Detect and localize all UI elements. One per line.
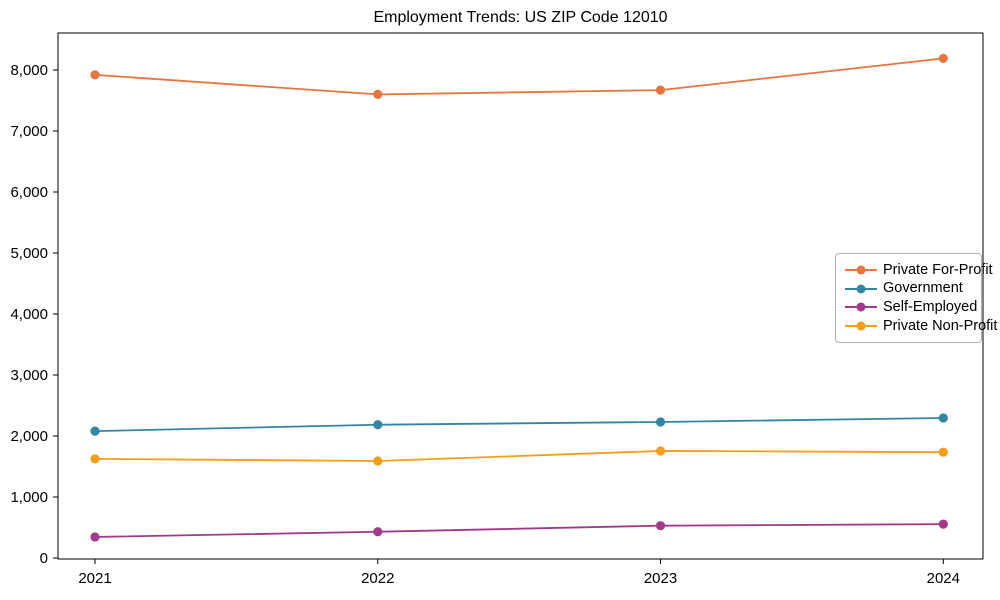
data-point-private-non-profit-2021 xyxy=(90,454,100,464)
y-tick-label: 2,000 xyxy=(10,428,48,445)
y-tick-label: 8,000 xyxy=(10,62,48,79)
data-point-private-for-profit-2021 xyxy=(90,70,100,80)
legend-line-marker-icon xyxy=(845,302,877,312)
y-tick-label: 7,000 xyxy=(10,123,48,140)
legend-line-marker-icon xyxy=(845,321,877,331)
legend-dot-icon xyxy=(856,302,866,312)
data-point-private-non-profit-2023 xyxy=(655,446,666,456)
data-point-private-for-profit-2024 xyxy=(938,53,948,64)
x-tick-label: 2024 xyxy=(927,570,960,587)
data-point-self-employed-2022 xyxy=(373,527,383,537)
legend-line-marker-icon xyxy=(845,265,877,275)
data-point-private-for-profit-2022 xyxy=(373,89,383,99)
data-point-government-2021 xyxy=(90,426,100,436)
y-tick-label: 5,000 xyxy=(10,245,48,262)
series-line-private-non-profit xyxy=(94,450,945,462)
legend-dot-icon xyxy=(856,284,866,294)
y-tick-label: 1,000 xyxy=(10,489,48,506)
y-tick-label: 6,000 xyxy=(10,184,48,201)
legend-label: Government xyxy=(883,280,963,297)
data-point-self-employed-2023 xyxy=(655,521,666,531)
legend-label: Self-Employed xyxy=(883,299,978,316)
x-tick-label: 2022 xyxy=(361,570,394,587)
data-point-government-2024 xyxy=(938,413,948,423)
series-line-private-for-profit xyxy=(94,57,945,96)
data-point-private-for-profit-2023 xyxy=(655,85,666,95)
series-line-government xyxy=(94,417,945,433)
legend-item-private-for-profit: Private For-Profit xyxy=(845,261,993,279)
legend-item-self-employed: Self-Employed xyxy=(845,298,978,316)
chart-title: Employment Trends: US ZIP Code 12010 xyxy=(373,9,668,26)
legend: Private For-Profit Government Self-Employe… xyxy=(835,253,997,343)
data-point-private-non-profit-2024 xyxy=(938,447,948,457)
data-point-self-employed-2024 xyxy=(938,519,948,529)
data-point-government-2022 xyxy=(373,420,383,430)
legend-dot-icon xyxy=(856,265,866,275)
data-point-government-2023 xyxy=(655,417,666,427)
plot-frame xyxy=(57,32,984,560)
legend-label: Private For-Profit xyxy=(883,261,993,278)
x-tick-label: 2023 xyxy=(644,570,677,587)
series-line-self-employed xyxy=(94,523,945,538)
y-tick-label: 4,000 xyxy=(10,306,48,323)
data-point-private-non-profit-2022 xyxy=(373,456,383,466)
y-tick-label: 0 xyxy=(40,550,48,567)
legend-line-marker-icon xyxy=(845,284,877,294)
legend-item-government: Government xyxy=(845,280,975,298)
legend-label: Private Non-Profit xyxy=(883,317,998,334)
legend-item-private-non-profit: Private Non-Profit xyxy=(845,317,997,335)
y-tick-label: 3,000 xyxy=(10,367,48,384)
legend-dot-icon xyxy=(856,321,866,331)
data-point-self-employed-2021 xyxy=(90,532,100,542)
x-tick-label: 2021 xyxy=(78,570,111,587)
